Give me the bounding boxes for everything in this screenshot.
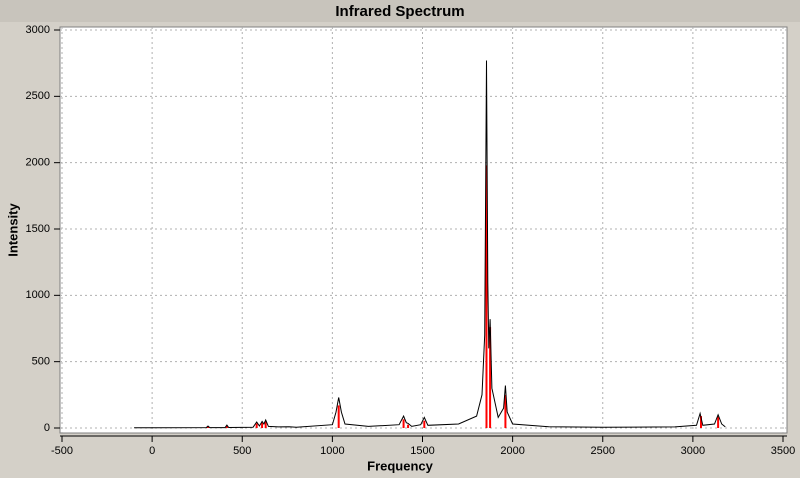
y-axis-label: Intensity	[5, 203, 20, 257]
x-tick-label: 0	[149, 445, 155, 457]
y-tick-label: 1500	[26, 223, 50, 235]
x-tick-label: 3500	[771, 445, 795, 457]
spectrum-line	[134, 60, 726, 429]
x-tick-label: 1000	[320, 445, 344, 457]
x-tick-label: 3000	[681, 445, 705, 457]
y-tick-label: 3000	[26, 24, 50, 36]
chart-title: Infrared Spectrum	[335, 3, 464, 20]
x-tick-label: 500	[233, 445, 251, 457]
y-tick-label: 500	[32, 356, 50, 368]
title-bar	[0, 0, 800, 22]
x-tick-label: 2000	[500, 445, 524, 457]
x-tick-label: 2500	[591, 445, 615, 457]
x-axis-label: Frequency	[367, 458, 434, 473]
y-tick-label: 2500	[26, 90, 50, 102]
plot-area	[59, 26, 788, 434]
x-tick-label: -500	[51, 445, 73, 457]
y-tick-label: 1000	[26, 289, 50, 301]
y-tick-label: 2000	[26, 157, 50, 169]
x-tick-label: 1500	[410, 445, 434, 457]
y-tick-label: 0	[44, 422, 50, 434]
